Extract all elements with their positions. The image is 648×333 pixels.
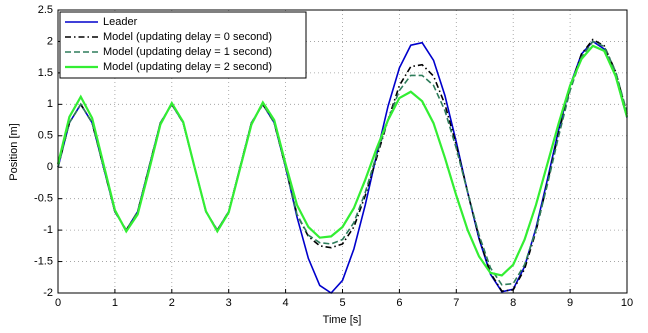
legend-label: Model (updating delay = 1 second) [103, 46, 272, 58]
x-tick-label: 9 [567, 297, 573, 309]
legend-label: Model (updating delay = 0 second) [103, 31, 272, 43]
x-tick-label: 2 [169, 297, 175, 309]
y-tick-label: -2 [43, 287, 53, 299]
series-line [57, 40, 628, 286]
series-line [56, 44, 629, 277]
x-tick-label: 5 [339, 297, 345, 309]
legend-label: Leader [103, 16, 138, 28]
x-tick-label: 10 [621, 297, 633, 309]
legend-box [59, 11, 307, 79]
y-tick-label: 0.5 [38, 130, 53, 142]
x-tick-label: 8 [510, 297, 516, 309]
x-axis-label: Time [s] [323, 314, 362, 326]
y-tick-label: 2 [47, 35, 53, 47]
x-tick-label: 7 [453, 297, 459, 309]
y-tick-label: -0.5 [34, 193, 53, 205]
x-tick-label: 4 [283, 297, 289, 309]
x-tick-label: 3 [226, 297, 232, 309]
y-tick-label: -1 [43, 224, 53, 236]
x-tick-label: 6 [396, 297, 402, 309]
legend-label: Model (updating delay = 2 second) [103, 61, 272, 73]
y-tick-label: 1 [47, 98, 53, 110]
x-tick-label: 0 [55, 297, 61, 309]
y-tick-label: -1.5 [34, 255, 53, 267]
plot-frame [57, 9, 628, 294]
x-tick-label: 1 [112, 297, 118, 309]
y-axis-label: Position [m] [8, 123, 20, 180]
y-tick-label: 1.5 [38, 67, 53, 79]
y-tick-label: 2.5 [38, 4, 53, 16]
y-tick-label: 0 [47, 161, 53, 173]
